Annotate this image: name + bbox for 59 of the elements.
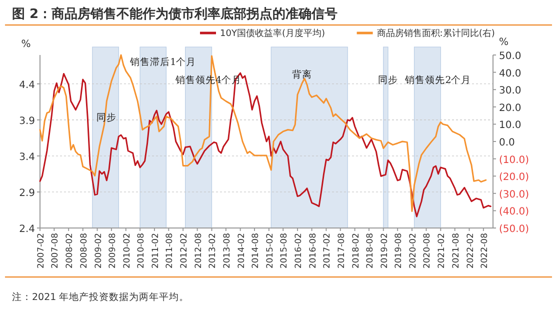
x-tick-label: 2008-02 (65, 233, 76, 269)
x-tick-label: 2009-02 (94, 233, 104, 269)
x-tick-label: 2014-02 (236, 233, 247, 269)
y-tick-label: 3.9 (19, 116, 35, 127)
x-tick-label: 2019-02 (380, 233, 390, 269)
y2-tick-label: 0.0 (499, 138, 515, 148)
annotation: 销售领先2个月 (404, 74, 472, 86)
y2-axis-title: % (499, 37, 509, 48)
x-tick-label: 2007-08 (50, 233, 61, 269)
y2-tick-label: 10.0 (499, 120, 522, 132)
y-tick-label: 2.9 (19, 188, 35, 199)
x-tick-label: 2015-08 (280, 233, 290, 269)
x-tick-label: 2007-02 (36, 233, 46, 269)
y2-tick-label: 30.0 (499, 86, 522, 97)
y-tick-label: 3.4 (19, 152, 35, 163)
y2-tick-label: 40.0 (499, 68, 522, 80)
x-tick-label: 2020-02 (408, 233, 418, 269)
y2-tick-label: 20.0 (499, 102, 522, 114)
x-tick-label: 2016-02 (294, 233, 304, 269)
legend-label: 10Y国债收益率(月度平均) (220, 28, 325, 39)
y2-tick-label: (40.0) (499, 206, 530, 218)
x-tick-label: 2021-08 (451, 233, 462, 269)
x-tick-label: 2014-08 (251, 233, 262, 269)
x-tick-label: 2012-02 (180, 233, 190, 269)
y-tick-label: 2.4 (19, 224, 35, 235)
x-tick-label: 2022-08 (480, 233, 490, 269)
annotation: 背离 (292, 68, 312, 81)
x-tick-label: 2010-02 (122, 233, 132, 269)
x-tick-label: 2019-08 (394, 233, 404, 269)
x-tick-label: 2010-08 (136, 233, 147, 269)
x-tick-label: 2017-08 (336, 233, 347, 269)
y2-tick-label: (50.0) (499, 224, 530, 235)
x-tick-label: 2011-08 (165, 233, 176, 269)
x-tick-label: 2013-02 (208, 233, 218, 269)
x-tick-label: 2018-08 (365, 233, 376, 269)
y2-tick-label: (20.0) (499, 172, 530, 184)
x-tick-label: 2021-02 (437, 233, 448, 269)
band-label: 销售滞后1个月 (129, 56, 196, 68)
chart-title: 图 2：商品房销售不能作为债市利率底部拐点的准确信号 (12, 6, 338, 22)
y2-tick-label: 50.0 (499, 51, 522, 62)
x-tick-label: 2022-02 (466, 233, 476, 269)
x-tick-label: 2015-02 (265, 233, 276, 269)
x-tick-label: 2012-08 (194, 233, 204, 269)
y2-tick-label: (30.0) (499, 189, 530, 200)
y-axis-title: % (21, 39, 31, 50)
x-tick-label: 2018-02 (351, 233, 362, 269)
x-tick-label: 2008-08 (79, 233, 90, 269)
line-series (39, 54, 487, 212)
y2-tick-label: (10.0) (499, 154, 530, 166)
x-tick-label: 2009-08 (108, 233, 118, 269)
x-tick-label: 2020-08 (422, 233, 433, 269)
y-tick-label: 4.4 (19, 80, 35, 91)
x-tick-label: 2016-08 (308, 233, 318, 269)
x-tick-label: 2017-02 (322, 233, 333, 269)
annotation: 同步 (378, 74, 398, 86)
legend-label: 商品房销售面积:累计同比(右) (376, 28, 495, 39)
x-tick-label: 2013-08 (222, 233, 232, 269)
x-tick-label: 2011-02 (150, 233, 161, 269)
text: 注：2021 年地产投资数据为两年平均。 (12, 291, 190, 303)
